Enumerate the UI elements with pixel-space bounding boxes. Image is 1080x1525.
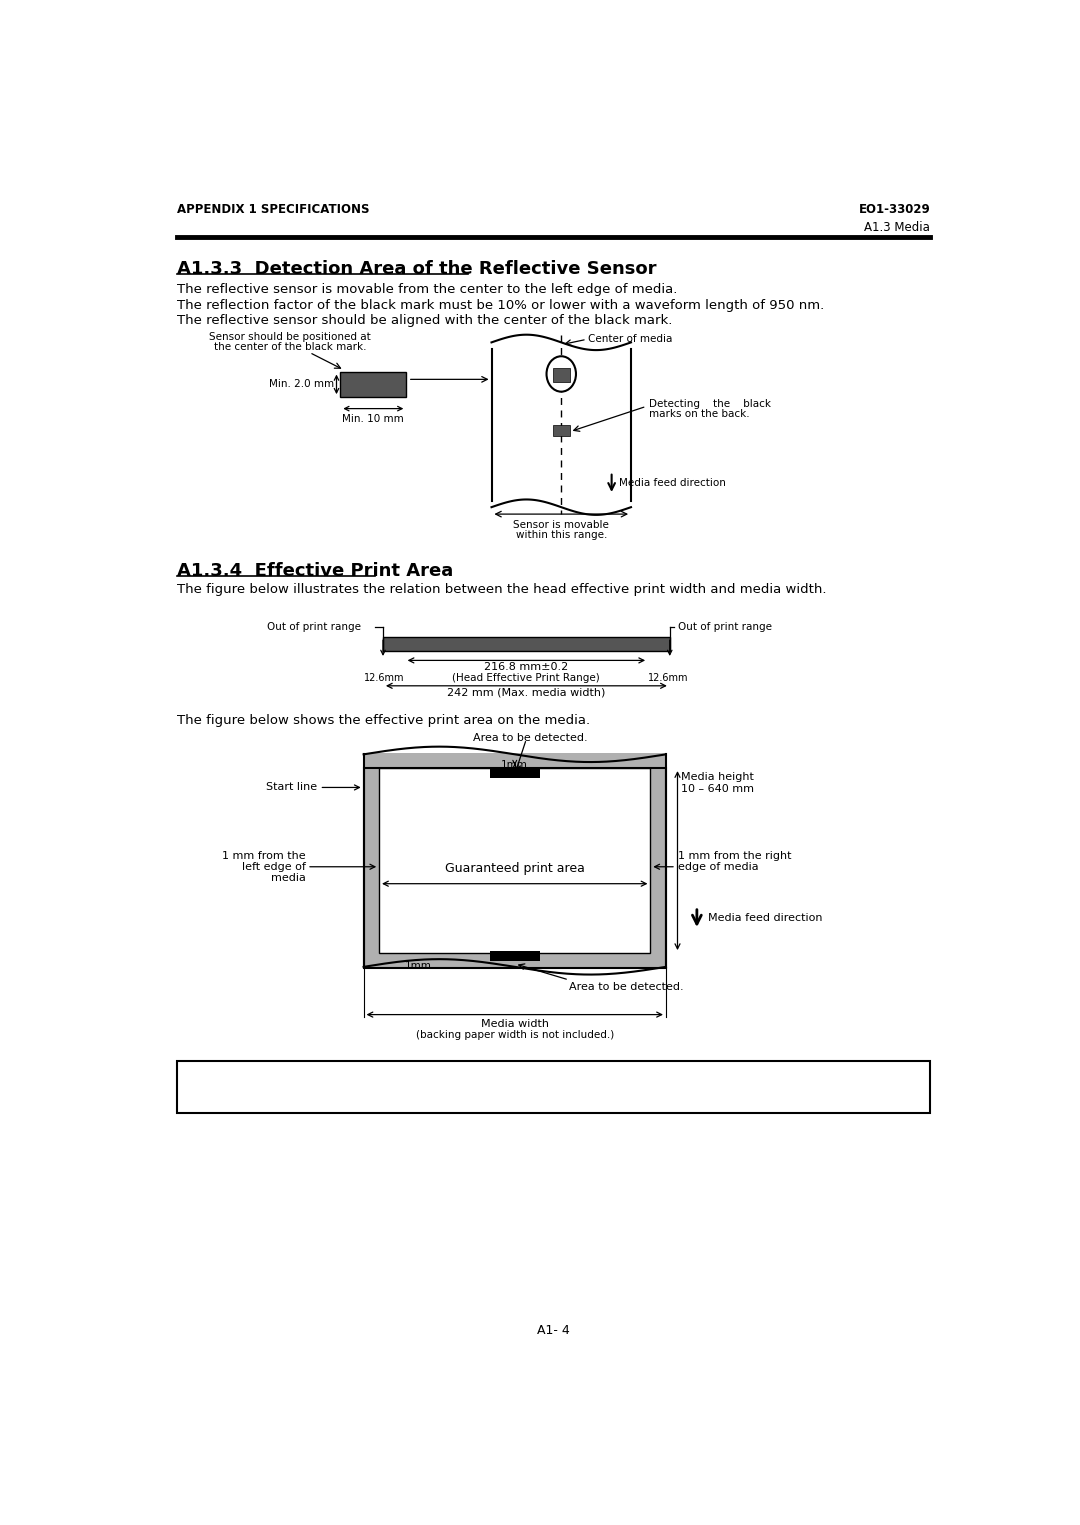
Text: EO1-33029: EO1-33029 [859,203,930,217]
Text: the center of the black mark.: the center of the black mark. [214,342,366,352]
Text: 1 mm from the right: 1 mm from the right [677,851,791,862]
Text: Out of print range: Out of print range [677,622,771,631]
Text: 1mm: 1mm [501,761,528,770]
Text: The figure below illustrates the relation between the head effective print width: The figure below illustrates the relatio… [177,584,826,596]
Text: Media feed direction: Media feed direction [619,479,726,488]
Text: (Head Effective Print Range): (Head Effective Print Range) [453,673,600,683]
Text: 242 mm (Max. media width): 242 mm (Max. media width) [447,688,606,697]
Text: 12.6mm: 12.6mm [648,673,689,683]
Bar [364,953,666,968]
Text: The reflection factor of the black mark must be 10% or lower with a waveform len: The reflection factor of the black mark … [177,299,824,311]
Text: 216.8 mm±0.2: 216.8 mm±0.2 [484,662,568,673]
Bar [490,950,540,961]
Text: Media height: Media height [681,772,754,782]
Text: A1.3 Media: A1.3 Media [864,221,930,235]
Text: Start line: Start line [266,782,318,793]
Bar [177,1061,930,1113]
Text: A1.3.3  Detection Area of the Reflective Sensor: A1.3.3 Detection Area of the Reflective … [177,259,657,278]
Bar [650,769,666,953]
Bar [340,372,406,396]
Ellipse shape [546,357,576,392]
Text: within this range.: within this range. [515,531,607,540]
Bar [553,368,570,381]
Text: media: media [271,872,306,883]
Text: 1mm: 1mm [404,961,431,971]
Text: A1.3.4  Effective Print Area: A1.3.4 Effective Print Area [177,561,454,580]
Text: Media width: Media width [481,1019,549,1029]
Text: APPENDIX 1 SPECIFICATIONS: APPENDIX 1 SPECIFICATIONS [177,203,369,217]
Text: Area to be detected.: Area to be detected. [473,734,588,743]
Text: Min. 2.0 mm: Min. 2.0 mm [269,380,334,389]
Text: 12.6mm: 12.6mm [364,673,405,683]
Text: Sensor should be positioned at: Sensor should be positioned at [210,331,370,342]
Text: Sensor is movable: Sensor is movable [513,520,609,531]
Bar [383,637,670,651]
Text: The reflective sensor is movable from the center to the left edge of media.: The reflective sensor is movable from th… [177,284,677,296]
Text: left edge of: left edge of [242,862,306,872]
Bar [490,769,540,778]
Text: Guaranteed print area: Guaranteed print area [445,862,584,875]
Text: Center of media: Center of media [589,334,673,345]
Text: NOTES:: NOTES: [183,1064,239,1078]
Text: (backing paper width is not included.): (backing paper width is not included.) [416,1029,613,1040]
Text: marks on the back.: marks on the back. [649,409,750,419]
Bar [364,753,666,769]
Text: The reflective sensor should be aligned with the center of the black mark.: The reflective sensor should be aligned … [177,314,672,326]
Text: Media feed direction: Media feed direction [708,913,823,923]
Bar [553,425,570,436]
Text: 1 mm from the: 1 mm from the [221,851,306,862]
Text: Out of print range: Out of print range [267,622,361,631]
Bar [379,769,650,953]
Text: Area to be detected.: Area to be detected. [569,982,684,993]
Text: 1.  Be sure not to print on the 1-mm wide area from the media edges (shaded area: 1. Be sure not to print on the 1-mm wide… [183,1078,836,1090]
Bar [364,769,666,968]
Text: 2.  The center of media is positioned at the center of the print heads.: 2. The center of media is positioned at … [183,1090,617,1104]
Text: edge of media: edge of media [677,862,758,872]
Text: Min. 10 mm: Min. 10 mm [342,413,404,424]
Text: A1- 4: A1- 4 [537,1324,570,1337]
Text: Detecting    the    black: Detecting the black [649,398,771,409]
Text: 10 – 640 mm: 10 – 640 mm [681,784,754,793]
Text: The figure below shows the effective print area on the media.: The figure below shows the effective pri… [177,714,590,727]
Bar [364,769,379,953]
